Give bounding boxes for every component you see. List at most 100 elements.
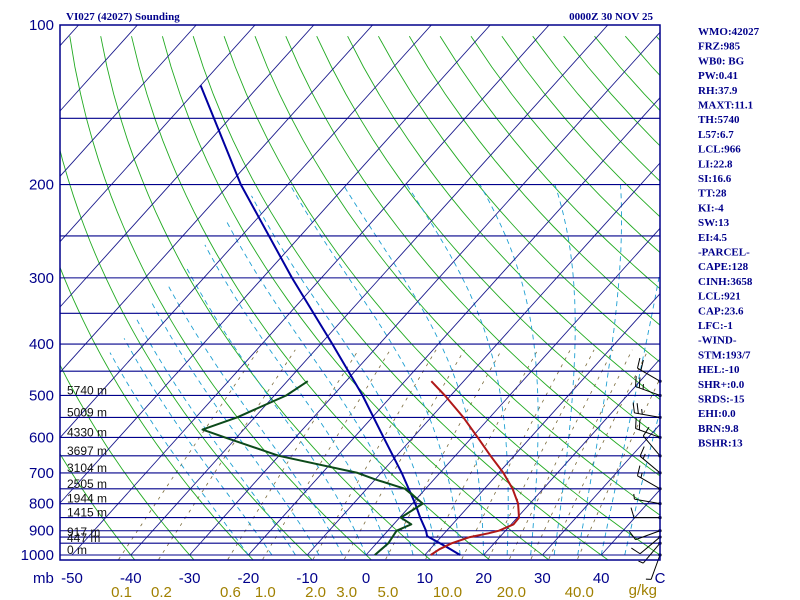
temperature-axis-labels: -50 -40 -30 -20 -10 0 10 20 30 40 C (61, 570, 665, 587)
index-item: TH:5740 (698, 114, 740, 126)
wind-barb (630, 507, 662, 520)
mixing-ratio-label-10.0: 10.0 (433, 584, 462, 600)
index-item: KI:-4 (698, 202, 724, 214)
mixing-ratio-line-40 (576, 377, 660, 560)
indices-panel: WMO:42027 FRZ:985 WB0: BG PW:0.41 RH:37.9 MAX… (698, 26, 760, 450)
index-item: TT:28 (698, 188, 727, 200)
dry-adiabat-110 (408, 35, 660, 326)
isotherm--80 (60, 25, 373, 374)
mixing-ratio-label-20.0: 20.0 (497, 584, 526, 600)
wind-barb (635, 376, 662, 398)
index-item: HEL:-10 (698, 364, 740, 376)
moist-adiabat-8 (226, 221, 414, 556)
index-item: BRN:9.8 (698, 423, 739, 435)
wind-barb (636, 357, 662, 383)
index-item: -WIND- (698, 335, 737, 347)
mixing-ratio-line-12 (460, 349, 571, 560)
height-label: 5740 m (67, 383, 107, 397)
index-item: WMO:42027 (698, 26, 760, 38)
index-item: SI:16.6 (698, 173, 732, 185)
dry-adiabat--10 (60, 148, 313, 560)
wind-barb (642, 426, 662, 458)
isotherm-0 (365, 227, 660, 556)
temperature-tick--10: -10 (296, 570, 318, 587)
mixing-ratio-label-40.0: 40.0 (565, 584, 594, 600)
index-item: L57:6.7 (698, 129, 734, 141)
moist-adiabat-24 (406, 184, 509, 556)
dry-adiabat--40 (60, 453, 136, 560)
mixing-ratio-label-3.0: 3.0 (336, 584, 357, 600)
dry-adiabat-160 (563, 35, 660, 147)
mixing-ratio-line-0.1 (117, 349, 259, 560)
height-label: 1415 m (67, 506, 107, 520)
moist-adiabat--4 (167, 285, 343, 556)
isotherm--20 (248, 96, 660, 556)
temperature-tick-20: 20 (475, 570, 492, 587)
height-label: 2505 m (67, 477, 107, 491)
height-label: 447 m (67, 531, 100, 545)
mixing-ratio-label-0.2: 0.2 (151, 584, 172, 600)
profiles (199, 85, 520, 556)
isotherm--10 (306, 162, 660, 556)
dewpoint-trace (201, 380, 424, 556)
isotherm--70 (60, 25, 432, 439)
dry-adiabat-30 (161, 36, 550, 560)
pressure-tick-300: 300 (29, 270, 54, 287)
pressure-tick-400: 400 (29, 336, 54, 353)
isotherm--50 (71, 25, 550, 556)
temperature-tick-10: 10 (416, 570, 433, 587)
dry-adiabat-70 (285, 36, 660, 477)
wind-barbs (628, 357, 662, 580)
mixing-ratio-line-20 (508, 349, 614, 560)
isotherm--30 (189, 31, 660, 556)
isotherm--90 (60, 25, 315, 308)
pressure-tick-600: 600 (29, 429, 54, 446)
dry-adiabat-150 (532, 35, 660, 182)
wind-barb (631, 535, 662, 555)
wind-barb (628, 529, 662, 541)
index-item: EHI:0.0 (698, 408, 736, 420)
index-item: CINH:3658 (698, 276, 753, 288)
moist-adiabat-16 (289, 184, 461, 556)
plot-frame (59, 24, 661, 561)
dry-adiabat-50 (223, 36, 660, 556)
mixing-ratio-labels: 0.1 0.2 0.6 1.0 2.0 3.0 5.0 10.0 20.0 40.0 (111, 584, 594, 600)
isotherm--60 (60, 25, 491, 504)
mixing-ratio-label-1.0: 1.0 (255, 584, 276, 600)
index-item: CAPE:128 (698, 261, 749, 273)
isotherm--40 (130, 25, 609, 556)
isotherm--110 (60, 25, 197, 178)
dry-adiabat-20 (131, 36, 491, 560)
index-item: MAXT:11.1 (698, 100, 753, 112)
dry-adiabat--20 (60, 266, 254, 560)
mixing-ratio-line-0.6 (226, 349, 359, 560)
index-item: WB0: BG (698, 55, 745, 67)
mixing-ratio-lines (117, 349, 660, 560)
wind-barb (632, 402, 662, 419)
wind-barb (639, 446, 662, 475)
mixing-ratio-line-8 (424, 349, 539, 560)
index-item: SW:13 (698, 217, 730, 229)
dry-adiabat-60 (254, 36, 660, 516)
moist-adiabat-4 (204, 244, 390, 556)
parcel-trace (199, 85, 461, 556)
height-label: 3697 m (67, 444, 107, 458)
index-item: EI:4.5 (698, 232, 728, 244)
temperature-tick--50: -50 (61, 570, 83, 587)
mixing-ratio-line-2 (312, 349, 437, 560)
dry-adiabat--30 (60, 363, 195, 560)
mixing-ratio-line-1 (261, 349, 391, 560)
index-item: SHR+:0.0 (698, 379, 745, 391)
index-item: LCL:966 (698, 144, 741, 156)
index-item: CAP:23.6 (698, 305, 744, 317)
dry-adiabat-0 (69, 36, 373, 560)
index-item: LCL:921 (698, 291, 741, 303)
wind-barb (636, 465, 662, 491)
pressure-tick-900: 900 (29, 523, 54, 540)
mixing-ratio-unit: g/kg (629, 582, 657, 599)
pressure-tick-800: 800 (29, 496, 54, 513)
moist-adiabat-32 (553, 184, 576, 556)
height-label: 0 m (67, 543, 87, 557)
